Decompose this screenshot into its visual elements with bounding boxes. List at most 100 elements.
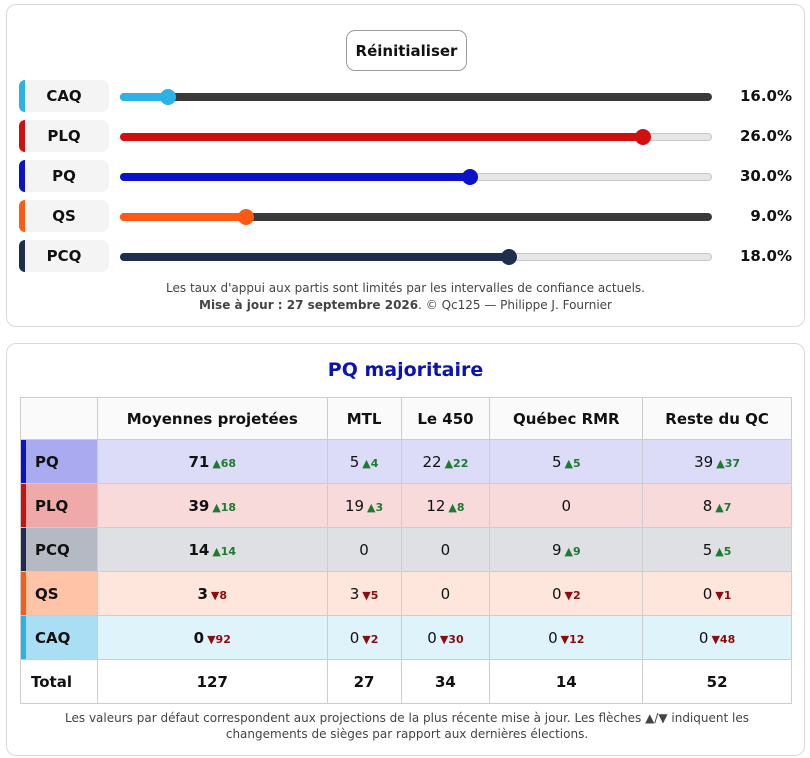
total-seat-count: 14 xyxy=(489,659,644,704)
seat-cell: 14 ▲14 xyxy=(96,527,328,572)
seat-count: 0 xyxy=(440,540,451,559)
seat-loss-delta: ▼8 xyxy=(210,588,228,602)
vote-share-value: 18.0% xyxy=(739,247,792,265)
seat-cell: 5 ▲5 xyxy=(489,439,644,484)
slider-fill xyxy=(120,213,246,221)
column-header: Québec RMR xyxy=(489,397,644,440)
seat-count: 5 xyxy=(349,452,360,471)
slider-thumb[interactable] xyxy=(238,209,255,225)
table-row-qs: QS 3 ▼8 3 ▼5 0 0 ▼2 0 ▼1 xyxy=(20,571,792,616)
column-header: Le 450 xyxy=(400,397,491,440)
slider-thumb[interactable] xyxy=(634,129,651,145)
seat-count: 8 xyxy=(702,496,713,515)
seat-cell: 39 ▲18 xyxy=(96,483,328,528)
seat-loss-delta: ▼2 xyxy=(564,588,581,602)
seat-cell: 0 xyxy=(326,527,402,572)
vote-share-value: 9.0% xyxy=(750,207,792,225)
party-name: PLQ xyxy=(47,127,81,145)
seat-loss-delta: ▼1 xyxy=(715,588,732,602)
total-label: Total xyxy=(20,659,98,704)
vote-share-panel: Réinitialiser CAQ 16.0% PLQ 26.0% PQ 30.0% QS 9… xyxy=(6,4,805,327)
seat-count: 0 xyxy=(427,628,437,647)
total-seat-count: 34 xyxy=(400,659,491,704)
seat-count: 14 xyxy=(188,540,210,559)
party-name: QS xyxy=(35,584,59,603)
seat-gain-delta: ▲14 xyxy=(212,544,237,558)
seat-gain-delta: ▲5 xyxy=(564,456,581,470)
seat-cell: 39 ▲37 xyxy=(642,439,792,484)
column-header: Reste du QC xyxy=(642,397,792,440)
slider-fill xyxy=(120,253,509,261)
row-party-label: PLQ xyxy=(20,483,98,528)
party-name: PQ xyxy=(52,167,76,185)
vote-slider-plq[interactable] xyxy=(120,129,712,145)
party-color-accent xyxy=(21,528,26,571)
seat-cell: 19 ▲3 xyxy=(326,483,402,528)
seat-loss-delta: ▼92 xyxy=(207,632,231,646)
vote-share-value: 26.0% xyxy=(739,127,792,145)
seat-projection-table: Moyennes projetées MTL Le 450 Québec RMR Res… xyxy=(20,397,792,704)
column-header: Moyennes projetées xyxy=(96,397,328,440)
seat-cell: 9 ▲9 xyxy=(489,527,644,572)
seat-cell: 3 ▼8 xyxy=(96,571,328,616)
party-color-accent xyxy=(21,572,26,615)
table-header-row: Moyennes projetées MTL Le 450 Québec RMR Res… xyxy=(20,397,792,440)
total-seat-count: 27 xyxy=(326,659,402,704)
slider-thumb[interactable] xyxy=(159,89,176,105)
vote-share-value: 16.0% xyxy=(739,87,792,105)
vote-slider-pq[interactable] xyxy=(120,169,712,185)
party-color-accent xyxy=(19,240,25,272)
total-seat-count: 52 xyxy=(642,659,792,704)
seat-loss-delta: ▼5 xyxy=(362,588,379,602)
party-color-accent xyxy=(21,484,26,527)
party-name: CAQ xyxy=(35,628,71,647)
slider-fill xyxy=(120,133,642,141)
slider-thumb[interactable] xyxy=(501,249,518,265)
confidence-note: Les taux d'appui aux partis sont limités… xyxy=(166,281,645,295)
seat-cell: 0 ▼2 xyxy=(326,615,402,660)
vote-slider-qs[interactable] xyxy=(120,209,712,225)
seat-count: 3 xyxy=(197,584,208,603)
reset-button[interactable]: Réinitialiser xyxy=(346,30,467,71)
seat-cell: 71 ▲68 xyxy=(96,439,328,484)
seat-count: 5 xyxy=(551,452,562,471)
result-title: PQ majoritaire xyxy=(327,359,484,381)
vote-slider-caq[interactable] xyxy=(120,89,712,105)
seat-count: 3 xyxy=(349,584,360,603)
party-label-plq: PLQ xyxy=(19,120,109,152)
vote-share-value: 30.0% xyxy=(739,167,792,185)
seat-count: 39 xyxy=(188,496,210,515)
party-label-caq: CAQ xyxy=(19,80,109,112)
seat-gain-delta: ▲68 xyxy=(212,456,237,470)
party-name: QS xyxy=(52,207,76,225)
update-label: Mise à jour : 27 septembre 2026 xyxy=(199,298,419,312)
seat-gain-delta: ▲4 xyxy=(362,456,379,470)
seat-cell: 0 xyxy=(400,571,491,616)
row-party-label: CAQ xyxy=(20,615,98,660)
seat-cell: 0 ▼92 xyxy=(96,615,328,660)
party-label-pq: PQ xyxy=(19,160,109,192)
party-color-accent xyxy=(19,80,25,112)
results-panel: PQ majoritaire Moyennes projetées MTL Le 4… xyxy=(6,343,805,756)
seat-count: 71 xyxy=(188,452,210,471)
vote-slider-pcq[interactable] xyxy=(120,249,712,265)
slider-thumb[interactable] xyxy=(462,169,479,185)
party-color-accent xyxy=(21,616,26,659)
table-row-caq: CAQ 0 ▼92 0 ▼2 0 ▼30 0 ▼12 0 ▼48 xyxy=(20,615,792,660)
seat-count: 0 xyxy=(440,584,451,603)
party-color-accent xyxy=(19,160,25,192)
table-row-plq: PLQ 39 ▲18 19 ▲3 12 ▲8 0 8 ▲7 xyxy=(20,483,792,528)
seat-count: 19 xyxy=(344,496,365,515)
seat-cell: 3 ▼5 xyxy=(326,571,402,616)
seat-cell: 0 ▼48 xyxy=(642,615,792,660)
column-header: MTL xyxy=(326,397,402,440)
seat-count: 0 xyxy=(548,628,558,647)
seat-gain-delta: ▲8 xyxy=(448,500,465,514)
seat-gain-delta: ▲3 xyxy=(367,500,384,514)
seat-cell: 0 ▼1 xyxy=(642,571,792,616)
table-row-pcq: PCQ 14 ▲14 0 0 9 ▲9 5 ▲5 xyxy=(20,527,792,572)
seat-count: 0 xyxy=(561,496,572,515)
party-color-accent xyxy=(21,440,26,483)
seat-count: 39 xyxy=(694,452,714,471)
seat-count: 22 xyxy=(422,452,442,471)
